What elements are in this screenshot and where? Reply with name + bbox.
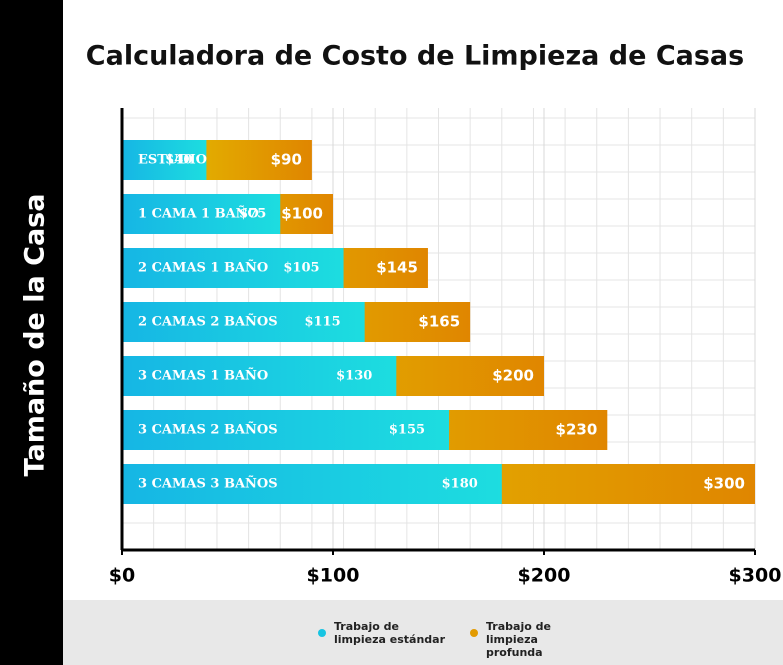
category-label: 1 CAMA 1 BAÑO <box>138 206 259 222</box>
legend-panel <box>63 600 783 665</box>
value-label: $180 <box>442 477 478 492</box>
category-label: 3 CAMAS 1 BAÑO <box>138 368 268 384</box>
x-tick-label: $100 <box>307 565 360 587</box>
category-label: 2 CAMAS 2 BAÑOS <box>138 314 278 330</box>
value-label: $230 <box>556 421 598 439</box>
value-label: $75 <box>239 207 266 222</box>
x-tick-label: $0 <box>109 565 135 587</box>
value-label: $200 <box>492 367 534 385</box>
value-label: $100 <box>281 205 323 223</box>
legend-swatch <box>318 629 326 637</box>
value-label: $130 <box>336 369 372 384</box>
legend-item: Trabajo de limpieza estándar <box>318 620 446 646</box>
category-label: 2 CAMAS 1 BAÑO <box>138 260 268 276</box>
value-label: $145 <box>376 259 418 277</box>
value-label: $105 <box>283 261 319 276</box>
value-label: $40 <box>165 153 192 168</box>
value-label: $155 <box>389 423 425 438</box>
bar-standard <box>122 194 281 234</box>
y-axis-label: Tamaño de la Casa <box>20 194 51 477</box>
category-label: ESTUDIO <box>138 153 207 168</box>
bar-standard <box>122 464 502 504</box>
x-tick-label: $300 <box>729 565 782 587</box>
category-label: 3 CAMAS 3 BAÑOS <box>138 476 278 492</box>
legend-swatch <box>470 629 478 637</box>
bar-standard <box>122 248 344 288</box>
value-label: $115 <box>304 315 340 330</box>
bar-standard <box>122 302 365 342</box>
value-label: $300 <box>703 475 745 493</box>
category-label: 3 CAMAS 2 BAÑOS <box>138 422 278 438</box>
legend-item: Trabajo de limpieza profunda <box>470 620 598 659</box>
bar-standard <box>122 410 450 450</box>
side-band <box>0 0 63 665</box>
value-label: $165 <box>418 313 460 331</box>
bar-standard <box>122 140 207 180</box>
chart-title: Calculadora de Costo de Limpieza de Casa… <box>86 41 744 72</box>
x-tick-label: $200 <box>518 565 571 587</box>
value-label: $90 <box>271 151 302 169</box>
legend-label: Trabajo de limpieza profunda <box>486 620 551 659</box>
bar-standard <box>122 356 397 396</box>
legend-label: Trabajo de limpieza estándar <box>334 620 446 646</box>
